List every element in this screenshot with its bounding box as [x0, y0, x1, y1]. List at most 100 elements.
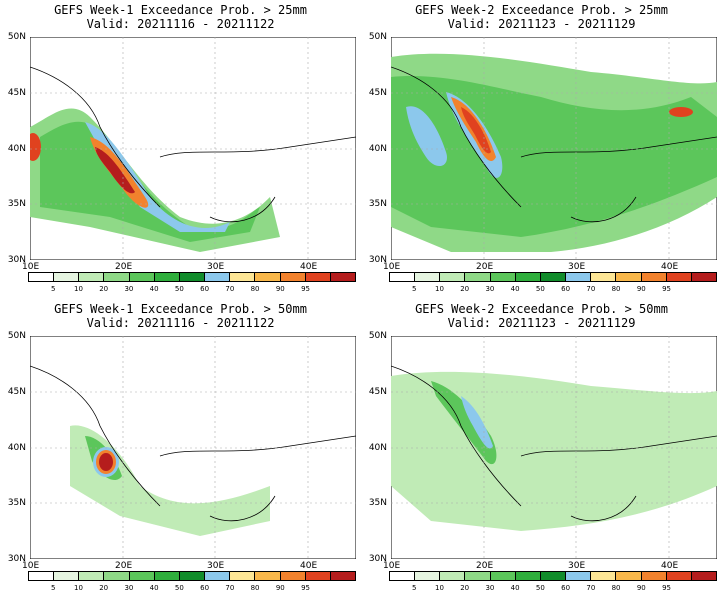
colorbar-swatch — [154, 572, 180, 580]
probability-map — [30, 336, 356, 559]
map-panel-week2-25mm: GEFS Week-2 Exceedance Prob. > 25mm Vali… — [361, 0, 722, 299]
lon-label: 40E — [300, 262, 318, 272]
colorbar-label: 90 — [275, 285, 285, 293]
colorbar-label: 90 — [636, 285, 646, 293]
colorbar-label: 5 — [50, 584, 56, 592]
map-panel-week2-50mm: GEFS Week-2 Exceedance Prob. > 50mm Vali… — [361, 299, 722, 598]
lat-label: 50N — [368, 331, 387, 341]
colorbar-swatch — [129, 572, 155, 580]
lon-label: 30E — [568, 262, 586, 272]
lon-label: 10E — [383, 262, 401, 272]
colorbar-label: 20 — [99, 584, 109, 592]
panel-title: GEFS Week-2 Exceedance Prob. > 50mm — [415, 302, 668, 316]
colorbar-swatch — [255, 572, 281, 580]
colorbar-label: 20 — [460, 584, 470, 592]
colorbar-swatch — [54, 273, 80, 281]
lon-label: 40E — [661, 561, 679, 571]
colorbar-swatch — [29, 273, 55, 281]
colorbar-label: 70 — [586, 285, 596, 293]
colorbar-label: 30 — [485, 584, 495, 592]
colorbar-label: 30 — [124, 584, 134, 592]
lat-label: 30N — [7, 255, 26, 265]
colorbar-label: 5 — [411, 285, 417, 293]
lat-label: 40N — [368, 443, 387, 453]
colorbar-swatch — [616, 273, 642, 281]
colorbar-label: 50 — [174, 584, 184, 592]
lat-label: 35N — [368, 498, 387, 508]
panel-title: GEFS Week-1 Exceedance Prob. > 25mm — [54, 3, 307, 17]
colorbar-swatch — [79, 572, 105, 580]
colorbar-label: 30 — [124, 285, 134, 293]
colorbar-swatch — [465, 572, 491, 580]
colorbar-swatch — [566, 572, 592, 580]
panel-valid-dates: Valid: 20211116 - 20211122 — [86, 17, 275, 31]
colorbar-swatch — [129, 273, 155, 281]
colorbar-swatch — [515, 273, 541, 281]
colorbar-label: 60 — [200, 584, 210, 592]
lon-label: 30E — [568, 561, 586, 571]
lat-label: 50N — [7, 331, 26, 341]
colorbar-label: 30 — [485, 285, 495, 293]
colorbar-label: 50 — [535, 285, 545, 293]
colorbar-label: 80 — [250, 584, 260, 592]
lat-label: 45N — [7, 387, 26, 397]
lon-label: 20E — [115, 262, 133, 272]
colorbar-swatch — [205, 572, 231, 580]
colorbar-swatch — [305, 273, 331, 281]
lon-label: 30E — [207, 262, 225, 272]
lat-label: 50N — [7, 32, 26, 42]
colorbar-swatch — [79, 273, 105, 281]
colorbar-swatch — [154, 273, 180, 281]
colorbar — [389, 272, 717, 282]
colorbar-swatch — [205, 273, 231, 281]
lat-label: 30N — [368, 255, 387, 265]
colorbar-label: 10 — [434, 584, 444, 592]
lon-label: 20E — [476, 262, 494, 272]
colorbar-swatch — [230, 572, 256, 580]
colorbar-swatch — [415, 273, 441, 281]
colorbar-label: 50 — [535, 584, 545, 592]
colorbar-swatch — [305, 572, 331, 580]
colorbar — [389, 571, 717, 581]
colorbar-label: 5 — [411, 584, 417, 592]
lat-label: 30N — [7, 554, 26, 564]
colorbar-swatch — [566, 273, 592, 281]
colorbar-label: 10 — [73, 584, 83, 592]
lon-label: 20E — [115, 561, 133, 571]
colorbar-swatch — [616, 572, 642, 580]
colorbar-label: 20 — [99, 285, 109, 293]
colorbar-swatch — [104, 572, 130, 580]
lat-label: 50N — [368, 32, 387, 42]
lon-label: 40E — [661, 262, 679, 272]
lon-label: 10E — [383, 561, 401, 571]
colorbar-label: 70 — [225, 285, 235, 293]
colorbar-swatch — [591, 273, 617, 281]
probability-map — [391, 336, 717, 559]
colorbar-label: 80 — [611, 584, 621, 592]
colorbar-swatch — [280, 273, 306, 281]
colorbar-swatch — [29, 572, 55, 580]
colorbar-swatch — [390, 273, 416, 281]
lon-label: 20E — [476, 561, 494, 571]
colorbar-label: 20 — [460, 285, 470, 293]
probability-map — [391, 37, 717, 260]
lon-label: 10E — [22, 561, 40, 571]
colorbar-label: 95 — [662, 285, 671, 293]
colorbar-swatch — [540, 273, 567, 281]
colorbar-swatch — [179, 273, 206, 281]
colorbar-swatch — [390, 572, 416, 580]
colorbar-swatch — [666, 273, 692, 281]
colorbar-label: 90 — [636, 584, 646, 592]
lat-label: 35N — [368, 199, 387, 209]
colorbar-swatch — [255, 273, 281, 281]
lat-label: 35N — [7, 498, 26, 508]
colorbar-swatch — [104, 273, 130, 281]
colorbar-swatch — [641, 273, 667, 281]
colorbar-swatch — [465, 273, 491, 281]
colorbar-label: 60 — [561, 285, 571, 293]
panel-valid-dates: Valid: 20211116 - 20211122 — [86, 316, 275, 330]
colorbar-swatch — [440, 273, 466, 281]
colorbar-swatch — [280, 572, 306, 580]
colorbar-label: 90 — [275, 584, 285, 592]
colorbar-swatch — [540, 572, 567, 580]
